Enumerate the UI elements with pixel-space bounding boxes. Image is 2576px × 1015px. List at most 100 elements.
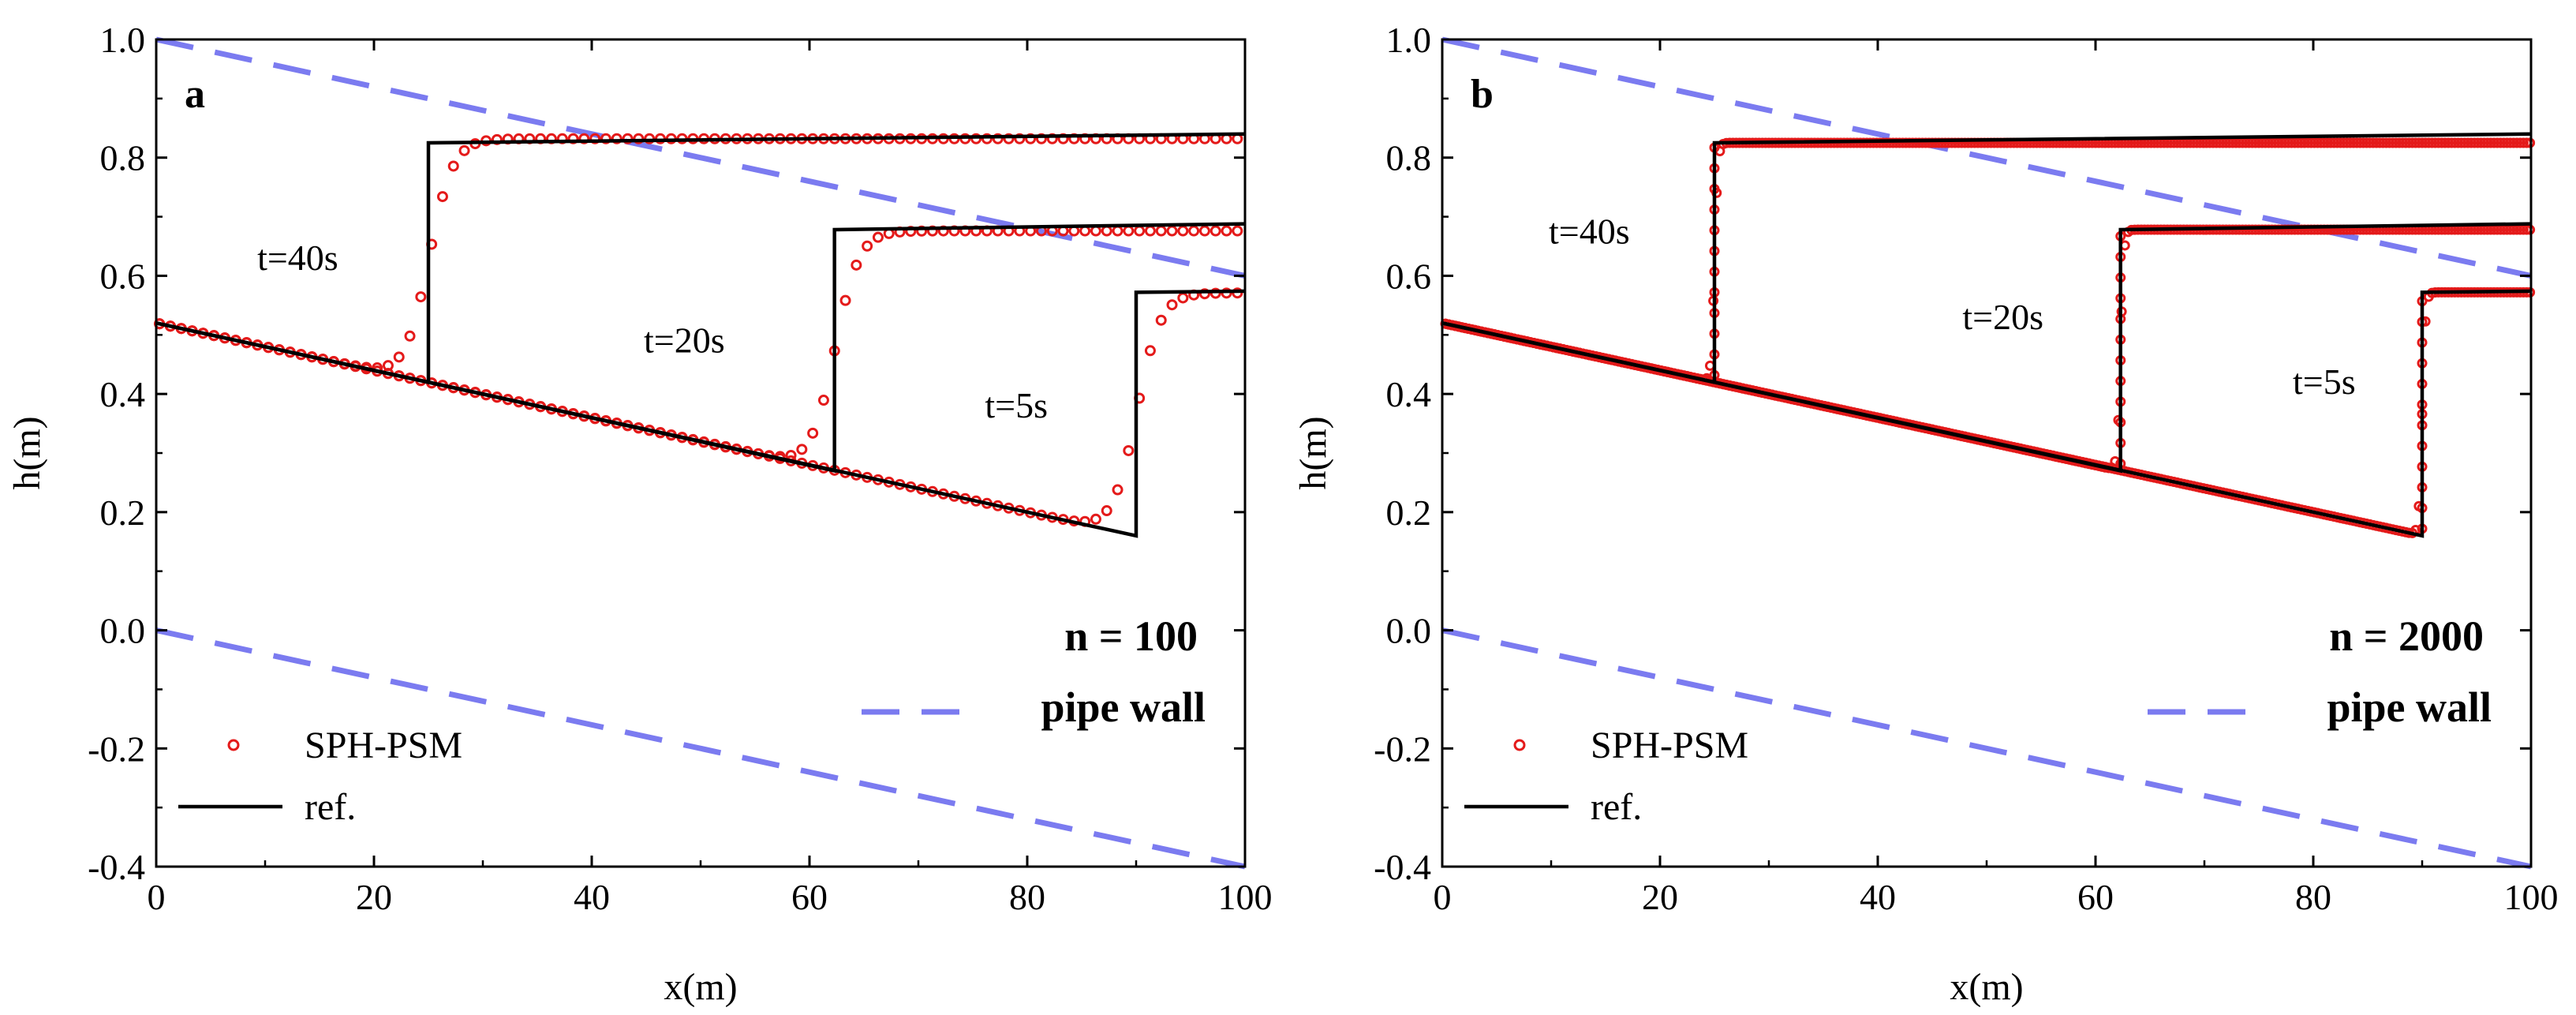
sph-point xyxy=(839,294,851,306)
panel-a: 0 20 40 60 80 100 -0.4 -0.2 0.0 0.2 0.4 0.6 0.8 1.0 x(… xyxy=(6,20,1273,1008)
sph-point xyxy=(1188,225,1200,237)
y-tick-label: 0.0 xyxy=(1386,611,1432,651)
curve-annotation: t=40s xyxy=(257,238,338,278)
x-tick-label: 40 xyxy=(574,877,610,917)
curve-annotation: t=5s xyxy=(985,385,1048,425)
sph-point xyxy=(817,395,829,406)
legend-ref-label: ref. xyxy=(1591,786,1642,828)
x-tick-label: 100 xyxy=(1218,877,1273,917)
x-axis-label: x(m) xyxy=(1950,966,2023,1008)
sph-series-0 xyxy=(1440,137,2536,385)
sph-point xyxy=(1221,225,1232,237)
panel-b: 0 20 40 60 80 100 -0.4 -0.2 0.0 0.2 0.4 0.6 0.8 1.0 x(… xyxy=(1292,20,2559,1008)
x-tick-label: 80 xyxy=(2295,877,2331,917)
sph-point xyxy=(796,444,808,455)
sph-point xyxy=(1144,345,1156,357)
sph-point xyxy=(578,133,590,144)
sph-point xyxy=(436,191,448,203)
y-tick-label: 0.2 xyxy=(1386,493,1432,533)
sph-point xyxy=(491,133,503,145)
sph-point xyxy=(1166,299,1178,311)
resolution-label: n = 100 xyxy=(1064,612,1198,660)
y-tick-label: 0.4 xyxy=(100,374,146,414)
y-tick-label: 0.8 xyxy=(1386,138,1432,178)
sph-point xyxy=(404,330,416,342)
y-tick-label: 0.6 xyxy=(100,256,146,296)
sph-point xyxy=(1090,513,1101,525)
pipe-wall-top xyxy=(1441,36,2532,279)
x-axis-label: x(m) xyxy=(664,966,737,1008)
ref-line-1 xyxy=(1441,222,2532,474)
sph-point xyxy=(2113,414,2124,425)
panel-label: b xyxy=(1471,72,1494,117)
sph-point xyxy=(1155,225,1167,237)
resolution-label: n = 2000 xyxy=(2329,612,2484,660)
sph-point xyxy=(1014,133,1026,144)
sph-point xyxy=(633,133,645,144)
pipe-wall-top xyxy=(155,36,1246,279)
curve-annotation: t=5s xyxy=(2293,361,2356,402)
sph-point xyxy=(807,427,819,439)
sph-series-1 xyxy=(1440,224,2536,474)
sph-point xyxy=(458,144,470,156)
sph-point xyxy=(1123,444,1135,456)
sph-point xyxy=(1112,484,1123,496)
sph-point xyxy=(1134,225,1146,237)
sph-point xyxy=(1123,225,1135,237)
sph-point xyxy=(611,133,623,144)
legend-sph-label: SPH-PSM xyxy=(305,725,462,766)
ref-line-0 xyxy=(1441,132,2532,384)
sph-point xyxy=(589,133,601,144)
y-tick-label: 1.0 xyxy=(100,20,146,60)
panel-label: a xyxy=(185,72,205,117)
y-tick-label: 0.0 xyxy=(100,611,146,651)
sph-point xyxy=(1035,133,1047,144)
x-tick-label: 80 xyxy=(1009,877,1045,917)
y-tick-label: -0.4 xyxy=(1374,847,1431,887)
curve-annotation: t=20s xyxy=(644,320,725,361)
sph-point xyxy=(1144,225,1156,237)
pipe-wall-bottom xyxy=(1441,627,2532,870)
x-tick-label: 100 xyxy=(2504,877,2559,917)
pipe-wall-bottom xyxy=(155,627,1246,870)
legend-sph-label: SPH-PSM xyxy=(1591,725,1748,766)
y-axis-label: h(m) xyxy=(6,416,48,489)
sph-point xyxy=(622,133,634,144)
sph-point xyxy=(992,133,1004,144)
sph-point xyxy=(447,160,459,172)
sph-point xyxy=(1177,292,1189,304)
sph-point xyxy=(1090,225,1101,237)
sph-point xyxy=(1112,225,1123,237)
sph-point xyxy=(415,291,427,303)
y-tick-label: 0.6 xyxy=(1386,256,1432,296)
curve-annotation: t=40s xyxy=(1549,211,1630,251)
x-tick-label: 20 xyxy=(356,877,392,917)
sph-point xyxy=(1177,225,1189,237)
legend-pipe-wall-label: pipe wall xyxy=(2327,684,2492,731)
sph-point xyxy=(1101,505,1112,517)
sph-point xyxy=(1101,225,1112,237)
sph-point xyxy=(1155,314,1167,326)
sph-point xyxy=(1232,225,1243,237)
y-tick-label: 0.2 xyxy=(100,493,146,533)
sph-point xyxy=(1198,288,1210,300)
y-tick-label: -0.2 xyxy=(1374,728,1431,769)
y-axis-label: h(m) xyxy=(1292,416,1334,489)
sph-point xyxy=(1025,133,1037,144)
legend-sph-marker xyxy=(227,739,240,751)
y-tick-label: -0.4 xyxy=(88,847,145,887)
x-tick-label: 0 xyxy=(1434,877,1452,917)
x-tick-label: 60 xyxy=(791,877,828,917)
y-tick-label: 0.8 xyxy=(100,138,146,178)
y-tick-label: 0.4 xyxy=(1386,374,1432,414)
sph-point xyxy=(981,133,993,144)
ref-line-2 xyxy=(155,289,1246,538)
legend-sph-marker xyxy=(1513,739,1526,751)
sph-point xyxy=(1209,225,1221,237)
y-tick-label: 1.0 xyxy=(1386,20,1432,60)
sph-point xyxy=(851,259,862,271)
sph-point xyxy=(1003,133,1015,144)
x-tick-label: 0 xyxy=(148,877,166,917)
x-tick-label: 40 xyxy=(1860,877,1896,917)
